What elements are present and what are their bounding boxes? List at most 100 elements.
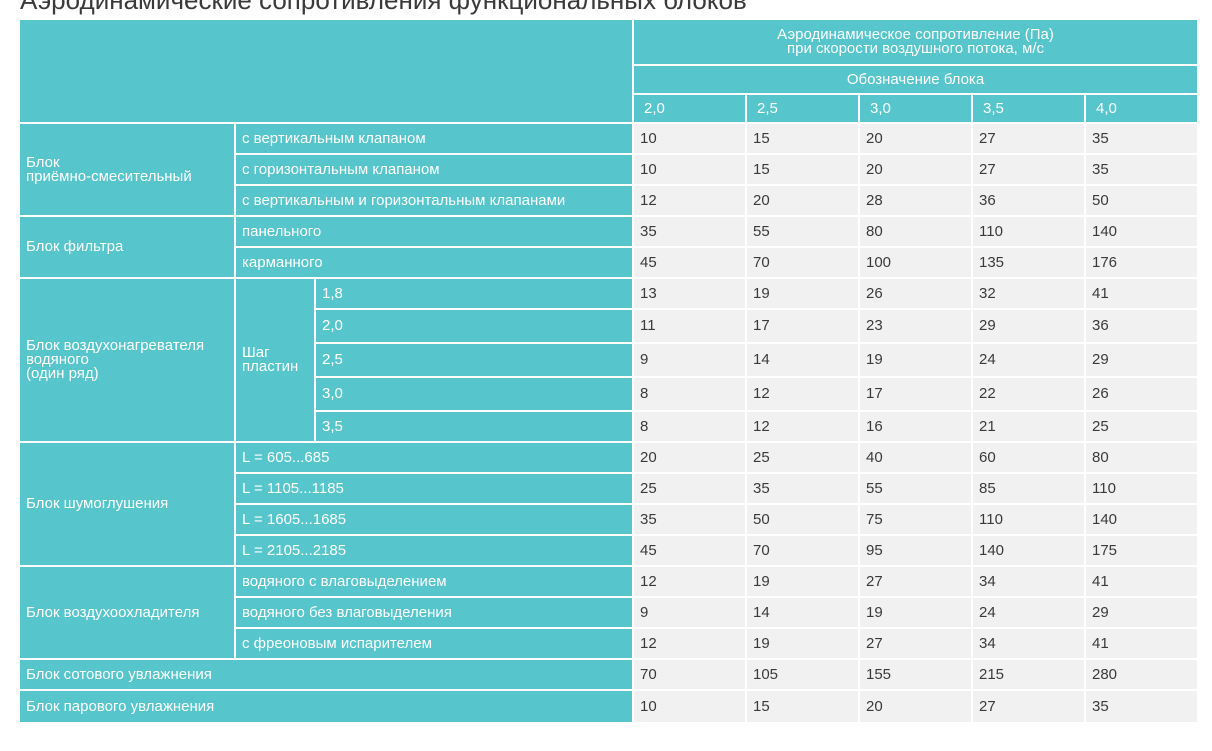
- value-cell: 110: [973, 505, 1084, 534]
- value-cell: 34: [973, 629, 1084, 658]
- value-cell: 100: [860, 248, 971, 277]
- value-cell: 25: [1086, 412, 1197, 441]
- value-cell: 27: [973, 124, 1084, 153]
- value-cell: 25: [634, 474, 745, 503]
- value-cell: 155: [860, 660, 971, 689]
- value-cell: 8: [634, 412, 745, 441]
- value-cell: 20: [634, 443, 745, 472]
- sublabel-cell: Шаг пластин: [236, 279, 314, 441]
- row-label-cell: водяного с влаговыделением: [236, 567, 632, 596]
- value-cell: 75: [860, 505, 971, 534]
- speed-header-cell: 4,0: [1086, 95, 1197, 122]
- value-cell: 70: [747, 536, 858, 565]
- row-label-cell: L = 1605...1685: [236, 505, 632, 534]
- row-label-cell: 2,5: [316, 344, 632, 376]
- value-cell: 215: [973, 660, 1084, 689]
- header-row: Обозначение блока: [20, 66, 1197, 93]
- header-sub-cell: Обозначение блока: [634, 66, 1197, 93]
- value-cell: 20: [860, 124, 971, 153]
- table-row: Блок приёмно-смесительный с вертикальным…: [20, 124, 1197, 215]
- table-row: с горизонтальным клапаном 10 15 20 27 35: [20, 155, 1197, 184]
- speed-header-cell: 3,0: [860, 95, 971, 122]
- value-cell: 175: [1086, 536, 1197, 565]
- value-cell: 24: [973, 344, 1084, 376]
- group-label-cell: Блок сотового увлажнения: [20, 660, 632, 689]
- row-label-cell: 2,0: [316, 310, 632, 342]
- table-row: с вертикальным и горизонтальным клапанам…: [20, 186, 1197, 215]
- group-label-cell: Блок парового увлажнения: [20, 691, 632, 722]
- value-cell: 50: [1086, 186, 1197, 215]
- value-cell: 9: [634, 598, 745, 627]
- value-cell: 19: [747, 629, 858, 658]
- value-cell: 15: [747, 124, 858, 153]
- value-cell: 32: [973, 279, 1084, 308]
- value-cell: 45: [634, 536, 745, 565]
- value-cell: 110: [1086, 474, 1197, 503]
- value-cell: 15: [747, 155, 858, 184]
- table-row: 3,5 8 12 16 21 25: [20, 412, 1197, 441]
- row-label-cell: L = 2105...2185: [236, 536, 632, 565]
- value-cell: 95: [860, 536, 971, 565]
- speed-header-cell: 2,5: [747, 95, 858, 122]
- row-label-cell: водяного без влаговыделения: [236, 598, 632, 627]
- value-cell: 140: [1086, 505, 1197, 534]
- value-cell: 45: [634, 248, 745, 277]
- value-cell: 10: [634, 124, 745, 153]
- value-cell: 26: [1086, 378, 1197, 410]
- value-cell: 14: [747, 344, 858, 376]
- value-cell: 140: [973, 536, 1084, 565]
- value-cell: 35: [1086, 124, 1197, 153]
- table-row: водяного без влаговыделения 9 14 19 24 2…: [20, 598, 1197, 627]
- value-cell: 105: [747, 660, 858, 689]
- value-cell: 16: [860, 412, 971, 441]
- value-cell: 35: [747, 474, 858, 503]
- value-cell: 19: [747, 567, 858, 596]
- table-row: Блок воздухонагревателя водяного (один р…: [20, 279, 1197, 441]
- value-cell: 12: [634, 567, 745, 596]
- table-row: L = 1605...1685 35 50 75 110 140: [20, 505, 1197, 534]
- value-cell: 12: [634, 186, 745, 215]
- value-cell: 24: [973, 598, 1084, 627]
- resistance-table: Аэродинамическое сопротивление (Па) при …: [18, 18, 1199, 724]
- value-cell: 26: [860, 279, 971, 308]
- value-cell: 70: [747, 248, 858, 277]
- header-main-cell: Аэродинамическое сопротивление (Па) при …: [634, 20, 1197, 64]
- value-cell: 28: [860, 186, 971, 215]
- value-cell: 80: [860, 217, 971, 246]
- value-cell: 29: [973, 310, 1084, 342]
- value-cell: 35: [634, 217, 745, 246]
- value-cell: 12: [747, 378, 858, 410]
- table-row: Блок шумоглушения L = 605...685 20 25 40…: [20, 443, 1197, 565]
- value-cell: 35: [634, 505, 745, 534]
- value-cell: 35: [1086, 691, 1197, 722]
- value-cell: 19: [860, 598, 971, 627]
- row-label-cell: 3,0: [316, 378, 632, 410]
- value-cell: 12: [747, 412, 858, 441]
- value-cell: 41: [1086, 567, 1197, 596]
- value-cell: 20: [860, 691, 971, 722]
- header-corner-cell: [20, 20, 632, 122]
- table-row: 2,5 9 14 19 24 29: [20, 344, 1197, 376]
- value-cell: 35: [1086, 155, 1197, 184]
- value-cell: 8: [634, 378, 745, 410]
- row-label-cell: с вертикальным клапаном: [236, 124, 632, 153]
- value-cell: 20: [747, 186, 858, 215]
- value-cell: 14: [747, 598, 858, 627]
- speed-header-cell: 2,0: [634, 95, 745, 122]
- value-cell: 27: [860, 567, 971, 596]
- value-cell: 11: [634, 310, 745, 342]
- row-label-cell: с вертикальным и горизонтальным клапанам…: [236, 186, 632, 215]
- group-label-cell: Блок воздухоохладителя: [20, 567, 234, 658]
- table-row: L = 1105...1185 25 35 55 85 110: [20, 474, 1197, 503]
- header-row: Аэродинамическое сопротивление (Па) при …: [20, 20, 1197, 122]
- value-cell: 21: [973, 412, 1084, 441]
- value-cell: 27: [973, 155, 1084, 184]
- value-cell: 41: [1086, 279, 1197, 308]
- value-cell: 25: [747, 443, 858, 472]
- value-cell: 29: [1086, 598, 1197, 627]
- page-title: Аэродинамические сопротивления функциона…: [20, 0, 747, 15]
- value-cell: 55: [860, 474, 971, 503]
- value-cell: 20: [860, 155, 971, 184]
- value-cell: 10: [634, 691, 745, 722]
- table-row: 3,0 8 12 17 22 26: [20, 378, 1197, 410]
